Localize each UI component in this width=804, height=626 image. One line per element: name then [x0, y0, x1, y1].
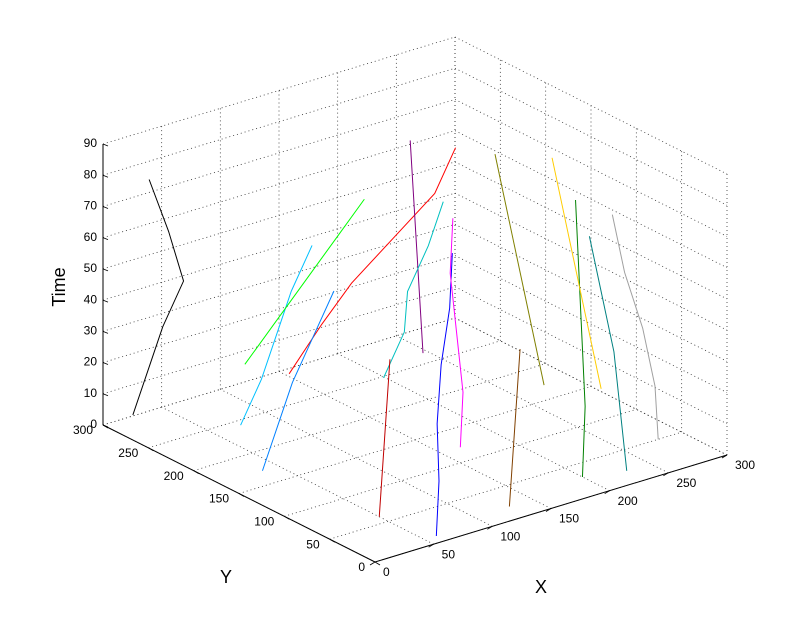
x-tick	[721, 454, 728, 459]
trajectory	[240, 245, 313, 426]
grid-line	[329, 431, 682, 540]
grid-line	[220, 388, 493, 527]
z-tick	[102, 330, 109, 334]
z-tick-label: 70	[84, 199, 98, 213]
grid-line	[454, 192, 728, 331]
z-tick-label: 60	[84, 230, 98, 244]
trajectory	[435, 253, 453, 537]
z-tick-label: 0	[90, 417, 97, 431]
z-tick	[102, 424, 109, 428]
x-tick-label: 200	[618, 494, 638, 508]
trajectory	[378, 359, 391, 517]
grid-line	[454, 67, 728, 206]
trajectory	[383, 201, 444, 379]
grid-line	[454, 286, 728, 425]
grid-line	[396, 335, 669, 474]
y-tick-label: 50	[306, 537, 320, 551]
grid-line	[454, 130, 728, 269]
z-tick-label: 80	[84, 167, 98, 181]
grid-line	[161, 406, 434, 545]
x-axis-label: X	[535, 577, 547, 597]
z-tick	[102, 143, 109, 147]
trajectory	[551, 157, 602, 389]
grid-line	[148, 340, 501, 449]
z-tick	[102, 206, 109, 209]
z-tick-label: 90	[84, 136, 98, 150]
z-tick	[102, 268, 109, 272]
trajectory	[288, 147, 456, 375]
x-tick	[428, 543, 434, 548]
x-tick-label: 100	[500, 530, 520, 544]
grid-line	[454, 317, 728, 456]
y-tick-label: 100	[254, 515, 274, 529]
x-tick-label: 300	[735, 458, 755, 472]
z-tick-label: 50	[84, 261, 98, 275]
grid-line	[278, 371, 552, 509]
trajectory	[611, 214, 659, 440]
x-tick	[663, 472, 669, 477]
z-tick-label: 10	[84, 386, 98, 400]
y-tick-label: 300	[73, 423, 93, 437]
grid-line	[454, 36, 728, 175]
x-tick-label: 50	[442, 547, 456, 561]
z-tick	[102, 393, 109, 397]
y-tick	[148, 447, 154, 452]
y-tick-label: 200	[164, 469, 184, 483]
x-tick	[487, 525, 493, 530]
y-tick	[329, 538, 335, 543]
x-tick-label: 0	[383, 565, 390, 579]
trajectory	[508, 349, 521, 507]
trajectory	[449, 218, 464, 448]
z-axis-label: Time	[49, 267, 69, 306]
x-tick	[369, 561, 376, 566]
y-tick	[374, 561, 381, 566]
trajectory	[409, 140, 424, 354]
y-tick-label: 0	[358, 560, 365, 574]
trajectory	[494, 154, 545, 386]
z-tick-label: 40	[84, 292, 98, 306]
y-axis-label: Y	[220, 567, 232, 587]
z-tick	[102, 237, 109, 241]
z-tick	[102, 362, 109, 365]
z-tick	[102, 299, 109, 303]
trajectory	[132, 179, 185, 416]
x-tick	[545, 508, 552, 512]
y-tick-label: 150	[209, 492, 229, 506]
trajectory	[588, 236, 628, 471]
grid-line	[454, 161, 728, 300]
grid-line	[337, 353, 610, 492]
grid-line	[454, 99, 728, 237]
grid-line	[454, 223, 728, 362]
x-tick-label: 150	[559, 512, 579, 526]
grid-line	[454, 255, 728, 393]
x-tick-label: 250	[676, 476, 696, 490]
z-tick-label: 30	[84, 324, 98, 338]
trajectory	[244, 198, 365, 365]
grid-line	[284, 408, 637, 517]
y-tick	[238, 493, 245, 497]
y-tick	[193, 470, 199, 475]
trajectory	[261, 290, 335, 471]
x-tick	[604, 490, 610, 495]
z-tick-label: 20	[84, 355, 98, 369]
y-tick-label: 250	[118, 446, 138, 460]
trajectory	[575, 199, 586, 477]
z-tick	[102, 174, 109, 178]
y-tick	[284, 515, 290, 520]
grid-line	[193, 363, 546, 472]
